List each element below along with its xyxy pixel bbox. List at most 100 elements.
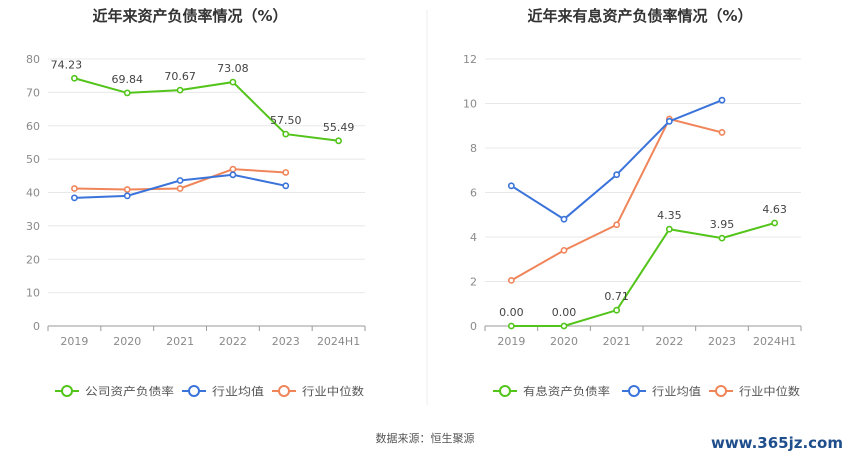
x-tick-label: 2023 — [708, 335, 736, 348]
y-tick-label: 70 — [26, 86, 40, 99]
x-tick-label: 2020 — [113, 335, 141, 348]
data-point — [71, 194, 78, 202]
x-tick-label: 2019 — [60, 335, 88, 348]
legend-marker — [499, 385, 511, 397]
legend-label: 行业中位数 — [739, 384, 800, 398]
data-point — [71, 74, 78, 82]
chart-title: 近年来资产负债率情况（%） — [92, 7, 287, 25]
x-tick-label: 2023 — [272, 335, 300, 348]
legend-item[interactable]: 公司资产负债率 — [55, 384, 174, 398]
y-tick-label: 0 — [470, 320, 477, 333]
data-label: 0.00 — [552, 306, 577, 319]
y-tick-label: 12 — [463, 53, 477, 66]
data-point — [71, 185, 78, 192]
legend-label: 公司资产负债率 — [85, 384, 174, 398]
y-tick-label: 50 — [26, 153, 40, 166]
series-line — [510, 117, 723, 282]
series-line — [510, 99, 723, 221]
data-point — [613, 171, 621, 179]
legend-item[interactable]: 行业中位数 — [709, 384, 800, 398]
data-point — [229, 78, 237, 86]
data-point — [613, 306, 621, 314]
data-label: 0.00 — [499, 306, 524, 319]
legend-item[interactable]: 行业均值 — [182, 385, 264, 398]
chart-title: 近年来有息资产负债率情况（%） — [527, 7, 752, 25]
source-note: 数据来源：恒生聚源 — [376, 431, 475, 445]
data-point — [282, 182, 290, 190]
legend-item[interactable]: 行业均值 — [622, 385, 701, 398]
data-label: 4.35 — [657, 209, 682, 222]
data-point — [123, 89, 131, 97]
legend-marker — [61, 385, 73, 397]
y-tick-label: 20 — [26, 253, 40, 266]
x-tick-label: 2024H1 — [317, 335, 360, 348]
legend-marker — [715, 385, 727, 397]
legend-label: 行业中位数 — [302, 384, 364, 398]
y-tick-label: 0 — [33, 320, 40, 333]
data-point — [718, 129, 726, 136]
series-line — [511, 222, 775, 327]
data-point — [123, 192, 131, 200]
x-tick-label: 2020 — [550, 335, 578, 348]
y-tick-label: 80 — [26, 53, 40, 66]
x-tick-label: 2022 — [219, 335, 247, 348]
data-point — [282, 169, 290, 176]
data-point — [123, 186, 131, 193]
y-tick-label: 40 — [26, 187, 40, 200]
data-point — [229, 165, 237, 173]
y-tick-label: 60 — [26, 120, 40, 133]
y-tick-label: 10 — [463, 98, 477, 111]
data-point — [176, 185, 184, 192]
data-label: 4.63 — [762, 203, 787, 216]
chart-panel-interest-debt-ratio: 近年来有息资产负债率情况（%） 0 2 4 6 8 10 12 2019 2020 2021 2022… — [463, 7, 802, 398]
x-tick-label: 2021 — [603, 335, 631, 348]
data-point — [176, 86, 184, 94]
series-line — [74, 77, 339, 142]
legend-marker — [188, 385, 200, 397]
data-point — [507, 276, 515, 284]
legend-item[interactable]: 行业中位数 — [272, 384, 364, 398]
x-tick-label: 2022 — [655, 335, 683, 348]
data-point — [718, 96, 726, 104]
y-tick-label: 8 — [470, 142, 477, 155]
x-tick-label: 2019 — [497, 335, 525, 348]
data-point — [665, 225, 673, 233]
data-label: 73.08 — [217, 62, 249, 75]
data-point — [613, 221, 621, 229]
data-label: 70.67 — [164, 70, 196, 83]
data-label: 57.50 — [270, 114, 302, 127]
legend-label: 有息资产负债率 — [523, 384, 610, 398]
legend-marker — [628, 385, 640, 397]
data-label: 69.84 — [112, 73, 144, 86]
data-label: 74.23 — [51, 58, 83, 71]
data-point — [665, 117, 673, 125]
x-tick-label: 2021 — [166, 335, 194, 348]
data-point — [282, 130, 290, 138]
data-point — [771, 219, 779, 227]
y-tick-label: 2 — [470, 276, 477, 289]
data-label: 0.71 — [604, 290, 629, 303]
data-point — [229, 171, 237, 179]
y-tick-label: 6 — [470, 187, 477, 200]
data-point — [507, 182, 515, 190]
y-tick-label: 4 — [470, 231, 477, 244]
chart-panel-debt-ratio: 近年来资产负债率情况（%） 0 10 20 30 40 50 60 70 80 2019 2020 20… — [26, 7, 366, 398]
legend-marker — [278, 385, 290, 397]
data-label: 3.95 — [710, 218, 735, 231]
data-point — [335, 137, 342, 145]
data-point — [560, 215, 568, 223]
y-tick-label: 10 — [26, 287, 40, 300]
y-tick-label: 30 — [26, 220, 40, 233]
legend-item[interactable]: 有息资产负债率 — [493, 384, 610, 398]
legend-label: 行业均值 — [652, 385, 701, 398]
data-point — [507, 322, 515, 330]
data-point — [176, 177, 184, 184]
data-point — [560, 322, 568, 330]
x-tick-label: 2024H1 — [753, 335, 796, 348]
watermark: www.365jz.com — [711, 434, 843, 452]
data-point — [560, 246, 568, 254]
data-point — [718, 234, 726, 242]
data-label: 55.49 — [323, 121, 355, 134]
legend-label: 行业均值 — [212, 385, 264, 398]
